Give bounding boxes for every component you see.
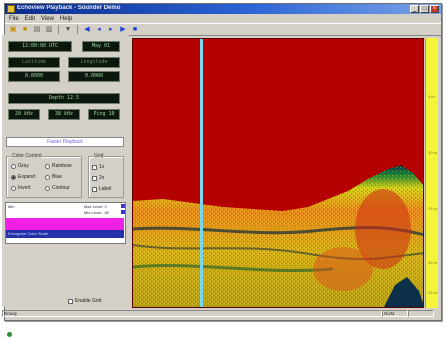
checkbox[interactable] (92, 175, 97, 181)
legend-min-level: Min Level: -80 (84, 210, 110, 215)
title-bar: Echoview Playback - Sounder Demo _ □ × (5, 4, 441, 14)
menu-bar: File Edit View Help (5, 14, 441, 23)
latitude-label: Latitude (8, 57, 60, 68)
depth-scale: 5 m 10 m 15 m 20 m 25 m (425, 38, 438, 308)
menu-file[interactable]: File (9, 15, 19, 22)
checkbox-label: Enable Grid (75, 298, 102, 304)
radio-circle[interactable] (45, 185, 50, 191)
control-panel: 12:00:00 UTC May 01 Latitude Longitude 0… (2, 35, 129, 337)
window-controls: _ □ × (410, 5, 439, 13)
status-bar: Ready NUM (2, 309, 434, 317)
color-scale-bar (6, 218, 124, 230)
radio-circle[interactable] (45, 174, 50, 180)
window-title: Echoview Playback - Sounder Demo (17, 5, 121, 11)
back-icon[interactable]: ◂ (97, 26, 101, 33)
probe-icon[interactable]: ▼ (64, 26, 72, 33)
save-icon[interactable]: ■ (22, 26, 28, 33)
legend-max-level: Max Level: 0 (84, 204, 107, 209)
color-control-group: Color Control Gray Rainbow Expand Blue I… (6, 153, 82, 198)
grid-group-label: Grid (93, 153, 105, 159)
legend-swatch (121, 204, 125, 208)
radio-blue[interactable]: Blue (45, 174, 62, 180)
readout-3: Ping 10 (88, 109, 120, 120)
longitude-label: Longitude (68, 57, 120, 68)
menu-view[interactable]: View (41, 15, 54, 22)
rewind-icon[interactable]: ◀ (84, 26, 90, 33)
radio-circle[interactable] (45, 163, 50, 169)
depth-tick: 15 m (428, 206, 437, 211)
echogram-view[interactable] (132, 38, 424, 308)
forward-icon[interactable]: ▶ (120, 26, 126, 33)
app-icon (7, 5, 15, 13)
radio-contour[interactable]: Contour (45, 185, 70, 191)
radio-expand[interactable]: Expand (11, 174, 35, 180)
radio-rainbow[interactable]: Rainbow (45, 163, 71, 169)
radio-label: Expand (18, 174, 35, 180)
checkbox[interactable] (68, 298, 73, 304)
menu-edit[interactable]: Edit (24, 15, 36, 22)
legend-top-label: Min (8, 204, 15, 209)
playback-speed-button[interactable]: Faster Playback (6, 137, 124, 147)
echogram-image (133, 39, 423, 307)
toolbar-separator (77, 25, 78, 34)
longitude-value: 0.0000 (68, 71, 120, 82)
time-display: 12:00:00 UTC (8, 41, 72, 52)
radio-label: Gray (18, 163, 29, 169)
readout-1: 20 kHz (8, 109, 40, 120)
status-indicator-icon (7, 332, 12, 337)
depth-tick: 20 m (428, 260, 437, 265)
radio-label: Rainbow (52, 163, 72, 169)
depth-display: Depth 12.5 (8, 93, 120, 104)
grid-option-2[interactable]: 2x (92, 175, 104, 181)
legend-swatch (121, 210, 125, 214)
date-display: May 01 (82, 41, 120, 52)
radio-gray[interactable]: Gray (11, 163, 29, 169)
checkbox-label: 1x (99, 164, 105, 170)
grid-option-3[interactable]: Label (92, 186, 111, 192)
status-text: Ready (2, 309, 382, 317)
checkbox-label: Label (99, 186, 112, 192)
color-control-label: Color Control (11, 153, 43, 159)
stop-icon[interactable]: ■ (132, 26, 138, 33)
grid-option-1[interactable]: 1x (92, 164, 104, 170)
rock-shadow (384, 277, 423, 307)
depth-tick: 25 m (428, 290, 437, 295)
depth-tick: 10 m (428, 150, 437, 155)
radio-circle[interactable] (11, 185, 16, 191)
status-pane-extra (408, 309, 434, 317)
close-button[interactable]: × (430, 5, 439, 13)
time-cursor (200, 39, 203, 307)
toolbar: ▣ ■ ▤ ▥ ▼ ◀ ◂ ▸ ▶ ■ (5, 23, 441, 36)
radio-label: Blue (52, 174, 63, 180)
export-icon[interactable]: ▤ (33, 26, 41, 33)
depth-tick: 5 m (428, 94, 435, 99)
maximize-button[interactable]: □ (420, 5, 429, 13)
print-icon[interactable]: ▥ (45, 26, 53, 33)
checkbox[interactable] (92, 164, 97, 170)
toolbar-separator (58, 25, 59, 34)
play-icon[interactable]: ▸ (109, 26, 113, 33)
color-scale-caption: Echogram Color Scale (6, 230, 124, 238)
radio-circle[interactable] (11, 163, 16, 169)
checkbox[interactable] (92, 186, 97, 192)
grid-group: Grid 1x 2x Label (88, 153, 124, 198)
radio-circle-selected[interactable] (11, 174, 16, 180)
radio-label: Invert (18, 185, 31, 191)
radio-invert[interactable]: Invert (11, 185, 31, 191)
checkbox-label: 2x (99, 175, 105, 181)
status-num: NUM (382, 309, 408, 317)
minimize-button[interactable]: _ (410, 5, 419, 13)
radio-label: Contour (52, 185, 70, 191)
enable-grid-checkbox[interactable]: Enable Grid (68, 298, 101, 304)
latitude-value: 0.0000 (8, 71, 60, 82)
open-icon[interactable]: ▣ (9, 26, 17, 33)
readout-2: 38 kHz (48, 109, 80, 120)
menu-help[interactable]: Help (59, 15, 73, 22)
